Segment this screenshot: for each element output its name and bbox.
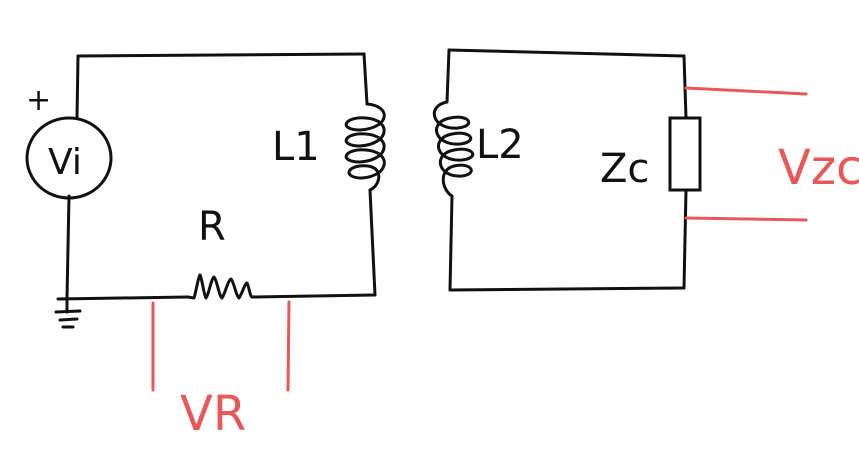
voltage-source-circle xyxy=(25,116,113,200)
inductor-l1-label: L1 xyxy=(272,124,320,170)
voltage-source: + Vi xyxy=(25,83,113,200)
secondary-left-wire-lower xyxy=(448,194,454,292)
primary-right-wire-upper xyxy=(362,52,369,106)
ground-symbol xyxy=(54,296,82,329)
inductor-l2: L2 xyxy=(432,100,524,198)
primary-left-wire-lower xyxy=(65,194,71,300)
secondary-bottom-wire xyxy=(448,286,686,292)
vr-annotation: VR xyxy=(151,300,291,442)
secondary-left-wire-upper xyxy=(445,48,451,104)
primary-bottom-wire-right xyxy=(250,293,376,299)
inductor-l1: L1 xyxy=(272,102,386,192)
impedance-label: Zc xyxy=(600,146,649,192)
secondary-circuit xyxy=(445,48,688,292)
ground-bar-1 xyxy=(54,309,82,314)
impedance-zc: Zc xyxy=(600,116,702,192)
primary-left-wire-upper xyxy=(75,54,80,120)
vr-label: VR xyxy=(180,386,246,442)
voltage-source-plus: + xyxy=(26,83,51,118)
vzc-top-marker xyxy=(684,86,808,96)
voltage-source-label: Vi xyxy=(48,142,82,183)
secondary-top-wire xyxy=(447,48,686,58)
inductor-l1-label-text: L1 xyxy=(272,124,320,170)
impedance-box xyxy=(668,116,702,192)
resistor-symbol xyxy=(186,273,254,300)
primary-top-wire xyxy=(76,52,366,58)
resistor-label: R xyxy=(198,204,226,250)
inductor-l2-label: L2 xyxy=(476,122,524,168)
inductor-l1-coil xyxy=(344,102,386,192)
inductor-l2-label-text: L2 xyxy=(476,122,524,168)
vr-right-marker xyxy=(286,300,291,392)
secondary-right-wire-lower xyxy=(682,188,688,290)
resistor: R xyxy=(186,204,254,300)
primary-bottom-wire-left xyxy=(56,295,190,301)
inductor-l2-coil xyxy=(432,100,475,198)
primary-right-wire-lower xyxy=(368,188,377,297)
vzc-annotation: Vzc xyxy=(684,86,859,222)
vzc-label: Vzc xyxy=(778,140,859,196)
ground-bar-2 xyxy=(58,317,79,322)
vzc-bottom-marker xyxy=(684,216,808,222)
primary-circuit xyxy=(56,52,377,301)
